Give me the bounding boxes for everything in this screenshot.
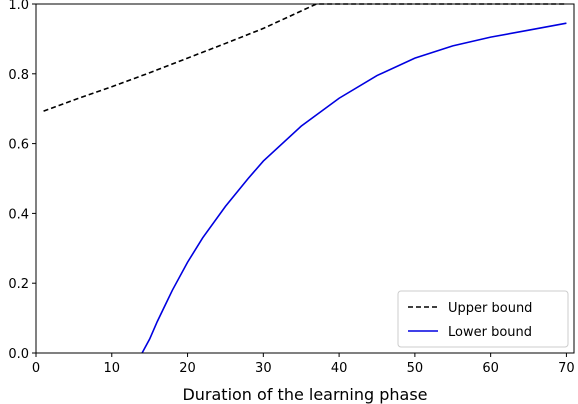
legend: Upper bound Lower bound (397, 290, 569, 348)
legend-label: Upper bound (448, 301, 532, 316)
x-tick-label: 0 (32, 361, 40, 376)
x-tick-label: 20 (179, 361, 196, 376)
x-tick-label: 40 (331, 361, 348, 376)
legend-label: Lower bound (448, 325, 532, 340)
plot-content (43, 3, 567, 354)
y-tick-label: 1.0 (8, 0, 29, 13)
upper-bound-line (43, 3, 567, 112)
x-tick-label: 50 (407, 361, 424, 376)
x-axis-ticks: 0 10 20 30 40 50 60 70 (32, 353, 575, 376)
y-tick-label: 0.6 (8, 138, 29, 153)
x-tick-label: 70 (558, 361, 575, 376)
x-tick-label: 30 (255, 361, 272, 376)
plot-frame (35, 3, 575, 354)
x-tick-label: 10 (104, 361, 121, 376)
legend-box (397, 290, 569, 348)
y-tick-label: 0.8 (8, 68, 29, 83)
y-tick-label: 0.0 (8, 347, 29, 362)
x-axis-label: Duration of the learning phase (182, 385, 427, 404)
y-tick-label: 0.2 (8, 277, 29, 292)
x-tick-label: 60 (482, 361, 499, 376)
lower-bound-line (141, 22, 567, 354)
y-axis-ticks: 0.0 0.2 0.4 0.6 0.8 1.0 (8, 0, 36, 362)
y-tick-label: 0.4 (8, 207, 29, 222)
